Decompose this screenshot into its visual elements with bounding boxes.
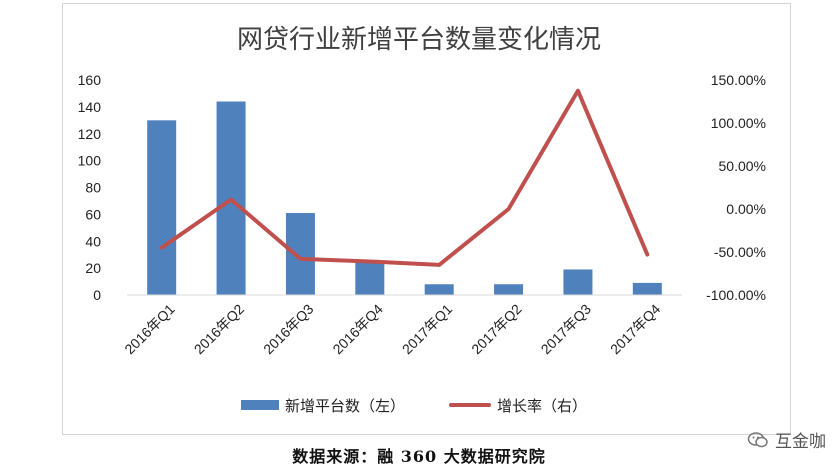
category-label: 2017年Q3 (538, 301, 595, 358)
category-label: 2016年Q3 (260, 301, 317, 358)
left-axis-tick-label: 140 (78, 99, 102, 115)
right-axis-tick-label: 100.00% (711, 115, 766, 131)
left-axis-tick-label: 60 (85, 206, 101, 222)
bar (632, 282, 662, 295)
source-note: 数据来源：融 360 大数据研究院 (292, 447, 546, 466)
category-label: 2017年Q1 (399, 301, 456, 358)
left-axis-tick-label: 100 (78, 153, 102, 169)
chart-title: 网贷行业新增平台数量变化情况 (237, 25, 601, 55)
bar (424, 284, 454, 295)
right-axis-tick-label: -50.00% (714, 244, 766, 260)
left-axis-tick-label: 120 (78, 126, 102, 142)
left-axis-tick-label: 0 (93, 287, 101, 303)
bar (563, 269, 593, 295)
legend-swatch-bar (241, 400, 279, 410)
series-line (159, 88, 650, 267)
chart-frame (62, 3, 791, 435)
left-axis-tick-label: 20 (85, 260, 101, 276)
bar (494, 284, 524, 295)
right-axis-tick-label: -100.00% (706, 287, 766, 303)
category-label: 2016年Q2 (191, 301, 248, 358)
category-label: 2016年Q4 (329, 301, 386, 358)
left-axis-tick-label: 160 (78, 72, 102, 88)
right-axis-tick-label: 0.00% (726, 201, 766, 217)
bar (355, 261, 385, 295)
category-label: 2017年Q2 (468, 301, 525, 358)
left-axis-tick-label: 40 (85, 233, 101, 249)
right-axis-tick-label: 150.00% (711, 72, 766, 88)
left-axis-tick-label: 80 (85, 180, 101, 196)
watermark: 互金咖 (747, 427, 826, 452)
category-label: 2017年Q4 (607, 301, 664, 358)
wechat-icon (747, 431, 769, 449)
category-label: 2016年Q1 (121, 301, 178, 358)
legend-label-line: 增长率（右） (497, 397, 587, 415)
bar (147, 120, 177, 295)
right-axis-tick-label: 50.00% (719, 158, 766, 174)
watermark-text: 互金咖 (775, 432, 826, 452)
legend-label-bar: 新增平台数（左） (285, 397, 405, 415)
bar (285, 213, 315, 295)
